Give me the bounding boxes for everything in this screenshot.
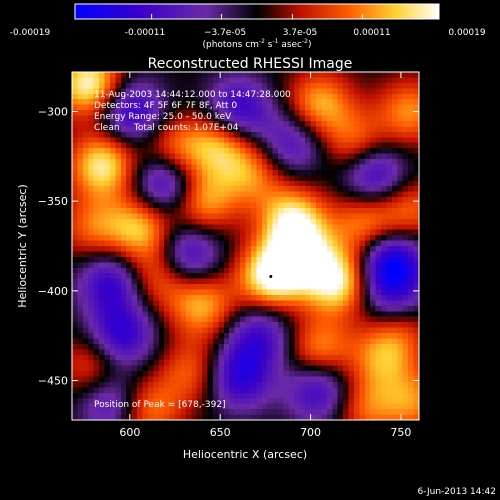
y-tick-label: −400 — [38, 285, 68, 298]
y-tick-label: −450 — [38, 375, 68, 388]
x-tick-label: 750 — [390, 426, 411, 439]
colorbar-units: (photons cm-2 s-1 asec-2) — [202, 38, 311, 50]
colorbar-tick-label: 0.00019 — [448, 28, 485, 38]
x-tick-label: 700 — [300, 426, 321, 439]
peak-marker — [269, 274, 273, 278]
heatmap-image — [72, 72, 419, 420]
annotation-block: 11-Aug-2003 14:44:12.000 to 14:47:28.000… — [94, 90, 291, 410]
colorbar — [74, 3, 440, 20]
y-axis-label: Heliocentric Y (arcsec) — [16, 184, 29, 308]
plot-frame — [71, 71, 420, 421]
y-tick-label: −300 — [38, 105, 68, 118]
timestamp: 6-Jun-2013 14:42 — [418, 487, 497, 497]
x-tick-label: 600 — [119, 426, 140, 439]
colorbar-tick-label: 3.7e-05 — [283, 28, 318, 38]
colorbar-tick-label: 0.00011 — [353, 28, 390, 38]
annotation-peak: Position of Peak = [678,-392] — [94, 400, 226, 410]
colorbar-tick-label: -0.00019 — [10, 28, 51, 38]
colorbar-tick-label: -0.00011 — [125, 28, 165, 38]
colorbar-tick-label: −3.7e-05 — [204, 28, 246, 38]
colorbar-ticks — [74, 14, 440, 19]
annotation-detectors: Detectors: 4F 5F 6F 7F 8F, Att 0 — [94, 101, 237, 111]
annotation-counts: Clean Total counts: 1.07E+04 — [94, 123, 239, 133]
colorbar-tick-labels: -0.00019 -0.00011 −3.7e-05 3.7e-05 0.000… — [10, 28, 486, 38]
x-tick-label: 650 — [210, 426, 231, 439]
y-tick-label: −350 — [38, 195, 68, 208]
x-axis-label: Heliocentric X (arcsec) — [183, 448, 307, 461]
axis-ticks — [72, 72, 419, 420]
annotation-energy: Energy Range: 25.0 - 50.0 keV — [94, 112, 232, 122]
chart-title: Reconstructed RHESSI Image — [148, 56, 353, 72]
annotation-time-range: 11-Aug-2003 14:44:12.000 to 14:47:28.000 — [94, 90, 291, 100]
